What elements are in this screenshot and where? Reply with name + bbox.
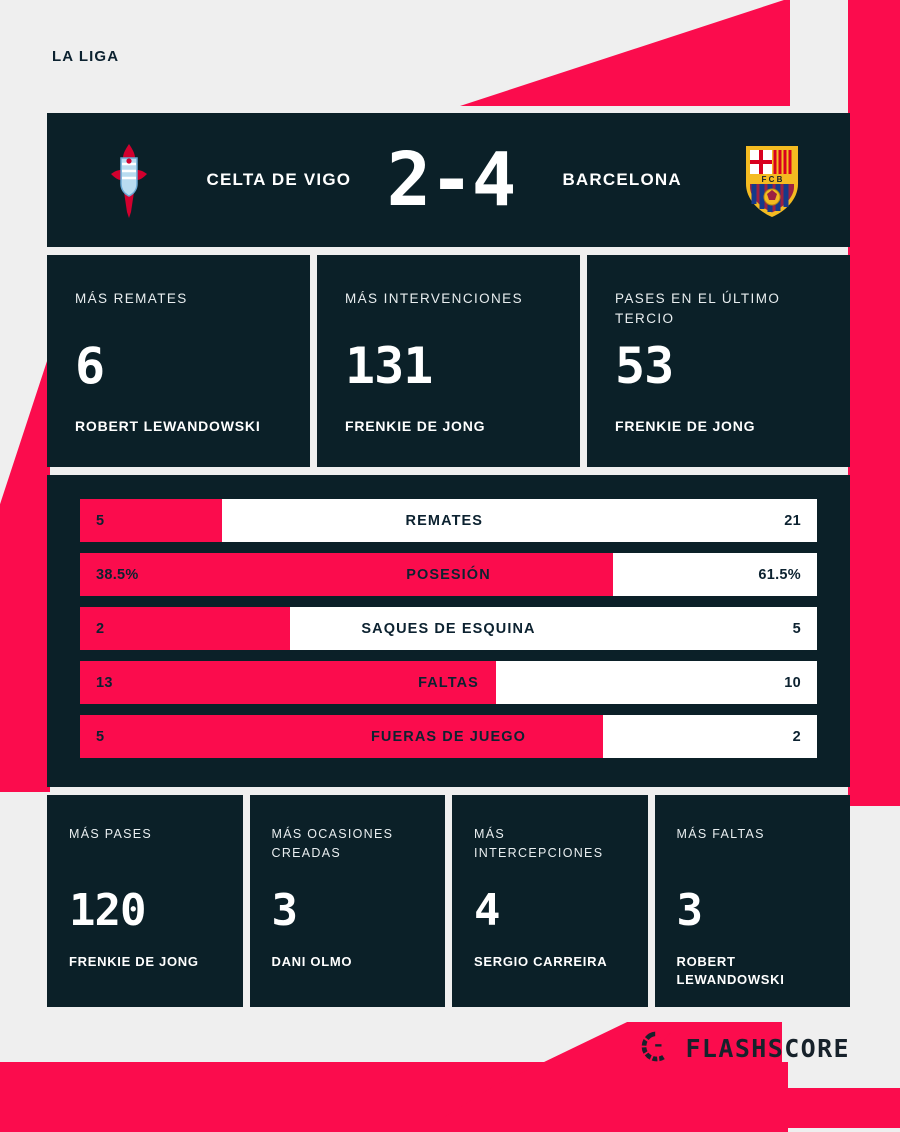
- highlight-card-player: ROBERT LEWANDOWSKI: [75, 418, 261, 434]
- home-team-name-wrapper: CELTA DE VIGO: [161, 170, 387, 190]
- highlight-card-player: FRENKIE DE JONG: [69, 954, 199, 969]
- highlight-card-mas-pases: MÁS PASES 120 FRENKIE DE JONG: [47, 795, 243, 1007]
- match-score: 2-4: [386, 137, 517, 223]
- stat-bar-row-posesion: 38.5% POSESIÓN 61.5%: [80, 553, 817, 596]
- away-team-name-wrapper: BARCELONA: [514, 170, 740, 190]
- flashscore-logo: FLASHSCORE: [639, 1028, 850, 1069]
- highlight-card-player: SERGIO CARREIRA: [474, 954, 608, 969]
- away-team-name: BARCELONA: [562, 170, 682, 189]
- highlight-card-pases-ultimo-tercio: PASES EN EL ÚLTIMO TERCIO 53 FRENKIE DE …: [587, 255, 850, 467]
- highlight-card-value: 3: [271, 885, 298, 936]
- highlight-card-mas-remates: MÁS REMATES 6 ROBERT LEWANDOWSKI: [47, 255, 310, 467]
- highlight-card-value: 131: [345, 337, 433, 395]
- home-team-name: CELTA DE VIGO: [206, 170, 352, 189]
- match-stats-comparison-panel: 5 REMATES 21 38.5% POSESIÓN 61.5% 2 SAQU…: [47, 475, 850, 787]
- flashscore-logo-icon: [639, 1028, 675, 1069]
- red-bottom-right-block: [778, 1088, 900, 1128]
- stat-bar-fill: [80, 661, 497, 704]
- stat-bar-row-saques-de-esquina: 2 SAQUES DE ESQUINA 5: [80, 607, 817, 650]
- stat-bar-label: FALTAS: [418, 674, 479, 691]
- highlight-card-player: DANI OLMO: [271, 954, 353, 969]
- highlight-card-value: 6: [75, 337, 105, 395]
- highlight-card-mas-intervenciones: MÁS INTERVENCIONES 131 FRENKIE DE JONG: [317, 255, 580, 467]
- highlight-card-value: 3: [676, 885, 703, 936]
- highlight-card-mas-ocasiones-creadas: MÁS OCASIONES CREADAS 3 DANI OLMO: [249, 795, 445, 1007]
- highlight-card-value: 53: [615, 337, 674, 395]
- barcelona-crest-icon: F C B: [740, 140, 804, 220]
- flashscore-wordmark: FLASHSCORE: [685, 1034, 850, 1063]
- red-top-right-block: [848, 0, 900, 106]
- stat-bar-row-faltas: 13 FALTAS 10: [80, 661, 817, 704]
- stat-bar-label: REMATES: [405, 512, 484, 529]
- stat-bar-away-value: 5: [792, 620, 801, 637]
- stat-bar-row-fueras-de-juego: 5 FUERAS DE JUEGO 2: [80, 715, 817, 758]
- highlight-card-player: ROBERT LEWANDOWSKI: [676, 954, 785, 988]
- highlight-card-value: 4: [474, 885, 500, 936]
- stat-bar-away-value: 2: [792, 728, 801, 745]
- highlight-card-label: MÁS INTERVENCIONES: [345, 291, 523, 306]
- stat-bar-fill: [80, 553, 613, 596]
- highlight-card-value: 120: [69, 885, 146, 936]
- stat-bar-away-value: 61.5%: [758, 566, 801, 583]
- stat-bar-home-value: 5: [96, 728, 105, 745]
- league-title: LA LIGA: [52, 48, 120, 65]
- stat-bar-home-value: 5: [96, 512, 105, 529]
- highlight-card-player: FRENKIE DE JONG: [345, 418, 486, 434]
- stat-bar-home-value: 2: [96, 620, 105, 637]
- stat-bar-label: SAQUES DE ESQUINA: [361, 620, 536, 637]
- stat-bar-fill: [80, 499, 222, 542]
- stat-bar-away-value: 21: [784, 512, 801, 529]
- highlight-card-label: MÁS OCASIONES CREADAS: [271, 827, 394, 860]
- top-highlight-cards: MÁS REMATES 6 ROBERT LEWANDOWSKI MÁS INT…: [47, 255, 850, 467]
- highlight-card-label: MÁS REMATES: [75, 291, 188, 306]
- stat-bar-label: FUERAS DE JUEGO: [370, 728, 527, 745]
- stat-bar-row-remates: 5 REMATES 21: [80, 499, 817, 542]
- highlight-card-mas-intercepciones: MÁS INTERCEPCIONES 4 SERGIO CARREIRA: [452, 795, 648, 1007]
- bottom-highlight-cards: MÁS PASES 120 FRENKIE DE JONG MÁS OCASIO…: [47, 795, 850, 1007]
- stat-bar-away-value: 10: [784, 674, 801, 691]
- stat-bar-home-value: 13: [96, 674, 113, 691]
- highlight-card-label: MÁS INTERCEPCIONES: [474, 827, 604, 860]
- highlight-card-player: FRENKIE DE JONG: [615, 418, 756, 434]
- highlight-card-label: MÁS PASES: [69, 827, 153, 841]
- stat-bar-label: POSESIÓN: [406, 566, 491, 583]
- stat-bar-fill: [80, 715, 604, 758]
- svg-text:F C B: F C B: [762, 175, 783, 184]
- stat-bar-fill: [80, 607, 291, 650]
- celta-de-vigo-crest-icon: [97, 140, 161, 220]
- red-right-side-band: [848, 106, 900, 806]
- stat-bar-home-value: 38.5%: [96, 566, 139, 583]
- highlight-card-label: PASES EN EL ÚLTIMO TERCIO: [615, 291, 781, 326]
- scoreboard: CELTA DE VIGO 2-4 BARCELONA F C B: [47, 113, 850, 247]
- highlight-card-mas-faltas: MÁS FALTAS 3 ROBERT LEWANDOWSKI: [654, 795, 850, 1007]
- highlight-card-label: MÁS FALTAS: [676, 827, 765, 841]
